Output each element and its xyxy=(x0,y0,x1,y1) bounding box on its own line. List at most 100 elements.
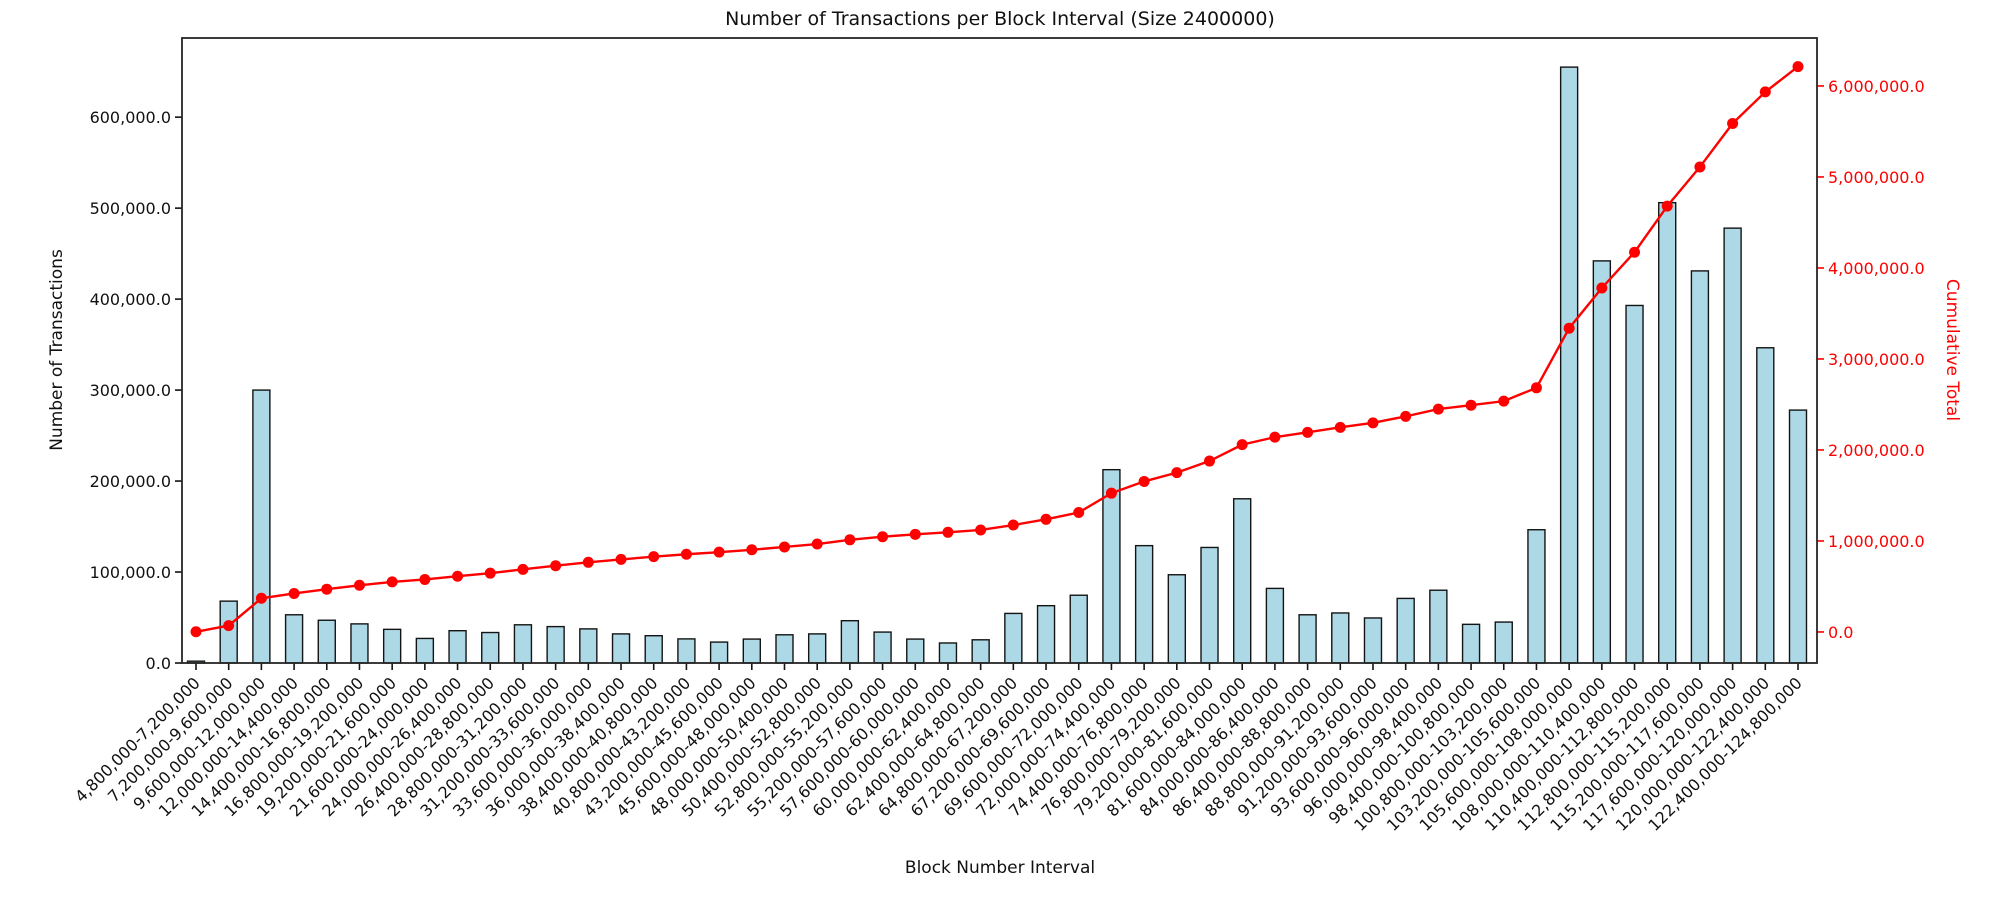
cumulative-point xyxy=(778,541,790,553)
cumulative-point xyxy=(1040,513,1052,525)
transactions-bar xyxy=(252,389,271,664)
transactions-bar xyxy=(1134,544,1154,664)
transactions-bar xyxy=(1756,347,1775,664)
right-axis-tick-label: 1,000,000.0 xyxy=(1828,532,1925,551)
transactions-bar xyxy=(1004,612,1023,664)
transactions-bar xyxy=(1036,604,1056,664)
right-axis-tick-label: 3,000,000.0 xyxy=(1828,350,1925,369)
cumulative-point xyxy=(1596,282,1608,294)
chart-title: Number of Transactions per Block Interva… xyxy=(725,8,1275,30)
cumulative-point xyxy=(223,620,235,632)
right-axis-tick-label: 6,000,000.0 xyxy=(1828,77,1925,96)
transactions-bar xyxy=(1788,409,1808,664)
cumulative-point xyxy=(517,563,529,575)
cumulative-point xyxy=(419,573,431,585)
transactions-bar xyxy=(906,638,925,664)
x-axis-label: Block Number Interval xyxy=(904,858,1096,878)
transactions-bar xyxy=(481,631,500,664)
cumulative-point xyxy=(1432,403,1444,415)
cumulative-point xyxy=(1400,410,1412,422)
transactions-bar xyxy=(284,614,304,664)
cumulative-point xyxy=(680,548,692,560)
cumulative-point xyxy=(1007,519,1019,531)
right-axis-tick-label: 4,000,000.0 xyxy=(1828,259,1925,278)
left-axis-tick-label: 100,000.0 xyxy=(90,563,171,582)
transactions-bar xyxy=(1429,589,1448,664)
cumulative-point xyxy=(1727,117,1739,129)
transactions-bar xyxy=(317,619,336,664)
transactions-bar xyxy=(742,638,761,664)
left-axis-label: Number of Transactions xyxy=(47,249,67,451)
transactions-bar xyxy=(1167,574,1187,664)
cumulative-point xyxy=(1498,395,1510,407)
transactions-bar xyxy=(1331,612,1350,664)
right-axis-tick-label: 5,000,000.0 xyxy=(1828,168,1925,187)
cumulative-point xyxy=(1694,161,1706,173)
cumulative-point xyxy=(484,567,496,579)
transactions-bar xyxy=(677,638,696,664)
left-axis-tick-label: 300,000.0 xyxy=(90,381,171,400)
transactions-bar xyxy=(873,631,892,664)
transactions-bar xyxy=(1265,587,1285,664)
cumulative-point xyxy=(1204,455,1216,467)
cumulative-point xyxy=(452,570,464,582)
cumulative-point xyxy=(1073,507,1085,519)
cumulative-point xyxy=(353,579,365,591)
right-axis-tick-label: 0.0 xyxy=(1828,623,1853,642)
transactions-bar xyxy=(1723,227,1742,664)
cumulative-point xyxy=(877,531,889,543)
cumulative-point xyxy=(1138,475,1150,487)
cumulative-point xyxy=(811,538,823,550)
transactions-bar xyxy=(382,628,402,664)
cumulative-point xyxy=(909,528,921,540)
cumulative-point xyxy=(975,524,987,536)
transactions-bar xyxy=(709,641,729,664)
transactions-bar xyxy=(219,600,238,664)
cumulative-point xyxy=(1334,421,1346,433)
transactions-bar xyxy=(1298,614,1317,664)
transactions-bar xyxy=(1658,201,1677,664)
transactions-bar xyxy=(1233,498,1252,664)
left-axis-tick-label: 0.0 xyxy=(146,654,171,673)
left-axis-tick-label: 200,000.0 xyxy=(90,472,171,491)
transactions-bar xyxy=(1069,594,1088,664)
transactions-bar xyxy=(1559,66,1579,664)
transactions-bar xyxy=(840,619,860,664)
cumulative-point xyxy=(1563,322,1575,334)
cumulative-line xyxy=(195,65,1799,633)
cumulative-point xyxy=(615,553,627,565)
cumulative-point xyxy=(1269,431,1281,443)
transactions-bar xyxy=(513,624,533,664)
transactions-bar xyxy=(611,633,631,664)
transactions-bar xyxy=(579,628,598,664)
cumulative-point xyxy=(1661,200,1673,212)
transactions-bar xyxy=(1363,617,1383,664)
left-axis-tick-label: 500,000.0 xyxy=(90,199,171,218)
cumulative-point xyxy=(1236,439,1248,451)
transactions-bar xyxy=(1625,304,1644,664)
transactions-bar xyxy=(1690,270,1710,664)
cumulative-point xyxy=(321,583,333,595)
cumulative-point xyxy=(746,544,758,556)
plot-border xyxy=(181,37,1818,664)
cumulative-point xyxy=(190,626,202,638)
transactions-bar xyxy=(1461,623,1481,664)
cumulative-point xyxy=(1629,246,1641,258)
right-axis-label: Cumulative Total xyxy=(1942,278,1962,422)
transactions-bar xyxy=(1527,529,1546,664)
cumulative-point xyxy=(1465,399,1477,411)
cumulative-point xyxy=(1530,382,1542,394)
cumulative-point xyxy=(1759,86,1771,98)
cumulative-point xyxy=(582,556,594,568)
cumulative-point xyxy=(713,546,725,558)
cumulative-point xyxy=(1302,426,1314,438)
cumulative-point xyxy=(844,534,856,546)
transactions-bar xyxy=(1494,621,1513,664)
cumulative-point xyxy=(942,526,954,538)
left-axis-tick-label: 400,000.0 xyxy=(90,290,171,309)
transactions-bar xyxy=(644,635,663,664)
transactions-bar xyxy=(775,634,794,664)
cumulative-point xyxy=(1105,487,1117,499)
